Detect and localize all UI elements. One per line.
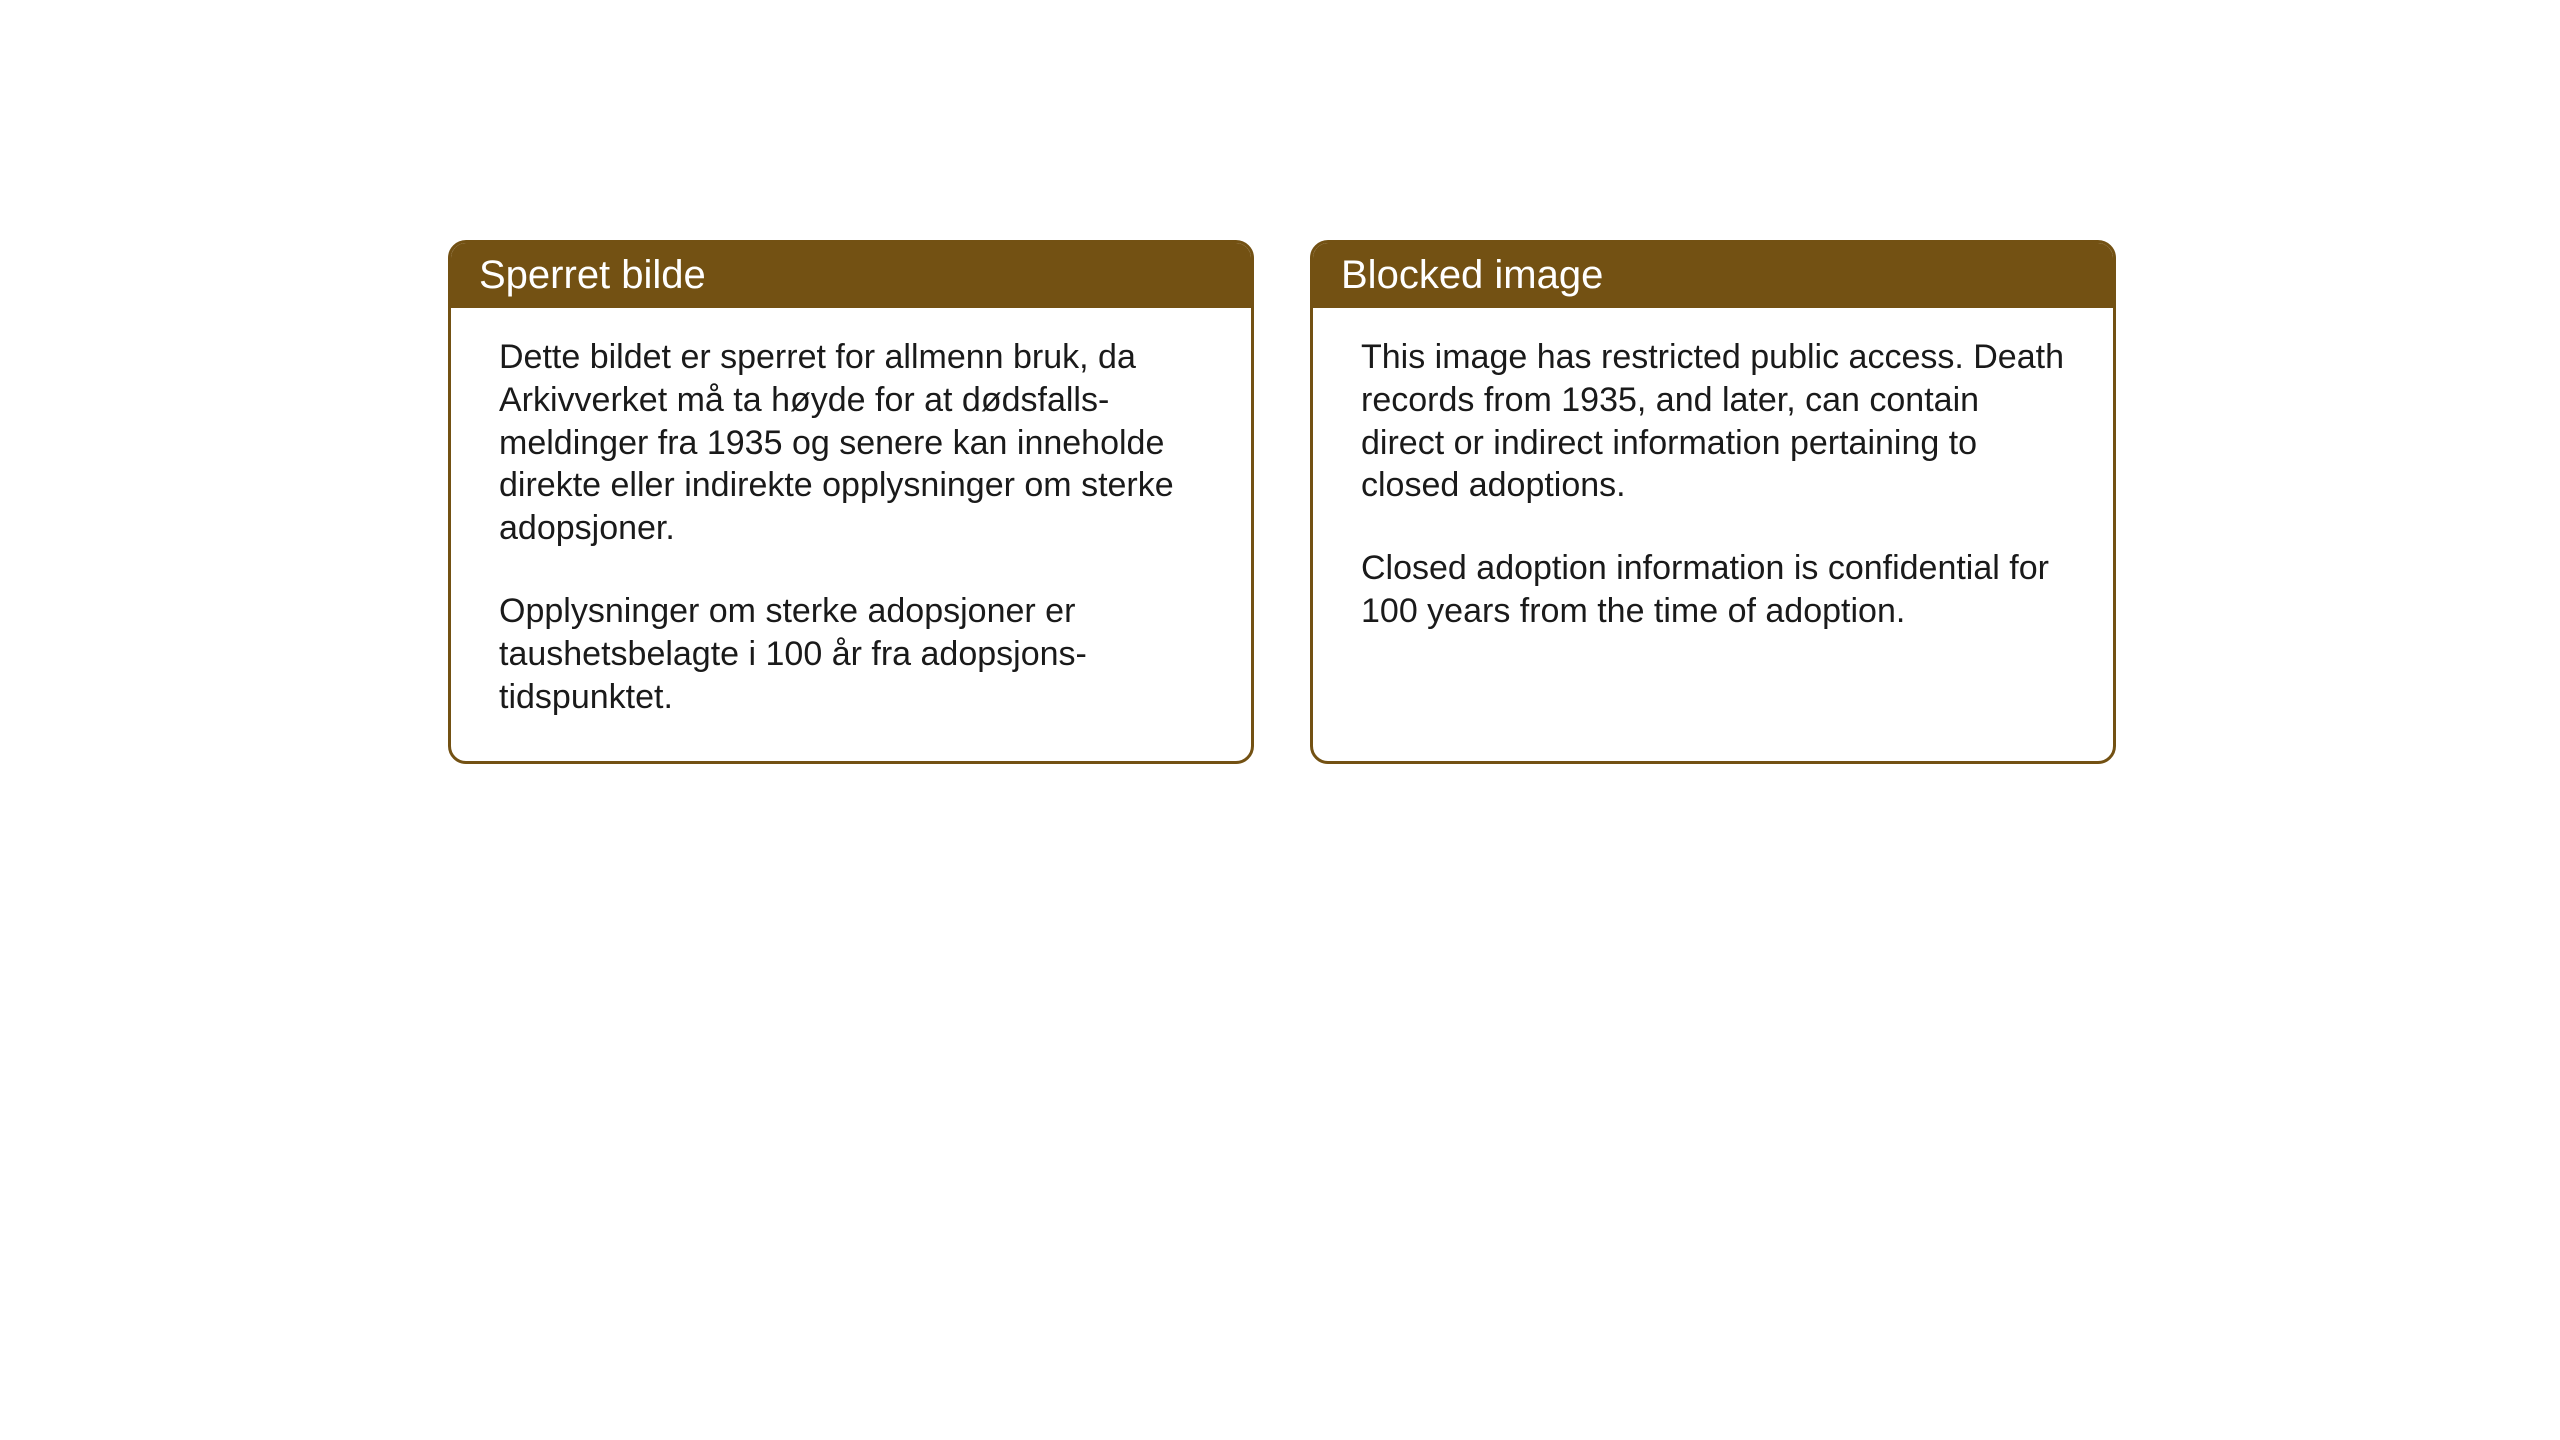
notice-header-english: Blocked image	[1313, 243, 2113, 308]
notice-paragraph-2-norwegian: Opplysninger om sterke adopsjoner er tau…	[499, 590, 1203, 718]
notice-paragraph-1-norwegian: Dette bildet er sperret for allmenn bruk…	[499, 336, 1203, 550]
notice-paragraph-1-english: This image has restricted public access.…	[1361, 336, 2065, 507]
notice-header-norwegian: Sperret bilde	[451, 243, 1251, 308]
notice-card-english: Blocked image This image has restricted …	[1310, 240, 2116, 764]
notice-body-norwegian: Dette bildet er sperret for allmenn bruk…	[451, 308, 1251, 761]
notice-body-english: This image has restricted public access.…	[1313, 308, 2113, 675]
notice-paragraph-2-english: Closed adoption information is confident…	[1361, 547, 2065, 633]
notice-card-norwegian: Sperret bilde Dette bildet er sperret fo…	[448, 240, 1254, 764]
notice-container: Sperret bilde Dette bildet er sperret fo…	[448, 240, 2116, 764]
